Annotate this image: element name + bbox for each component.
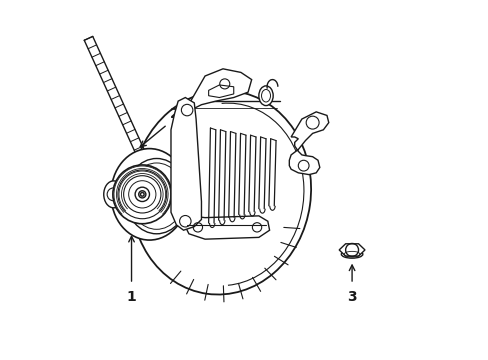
Polygon shape bbox=[208, 85, 233, 98]
Circle shape bbox=[139, 191, 145, 198]
Polygon shape bbox=[183, 216, 269, 239]
Circle shape bbox=[140, 193, 144, 196]
Ellipse shape bbox=[258, 86, 273, 105]
Polygon shape bbox=[190, 69, 251, 108]
Text: 3: 3 bbox=[346, 289, 356, 303]
Ellipse shape bbox=[111, 149, 187, 240]
Circle shape bbox=[123, 176, 161, 213]
Polygon shape bbox=[171, 98, 201, 230]
Polygon shape bbox=[339, 244, 364, 256]
Ellipse shape bbox=[131, 91, 310, 294]
Circle shape bbox=[135, 187, 149, 202]
Ellipse shape bbox=[103, 181, 123, 208]
Text: 2: 2 bbox=[169, 107, 179, 121]
Circle shape bbox=[113, 165, 171, 224]
Polygon shape bbox=[289, 112, 328, 175]
Text: 1: 1 bbox=[126, 289, 136, 303]
Ellipse shape bbox=[125, 158, 187, 234]
Ellipse shape bbox=[341, 250, 362, 258]
